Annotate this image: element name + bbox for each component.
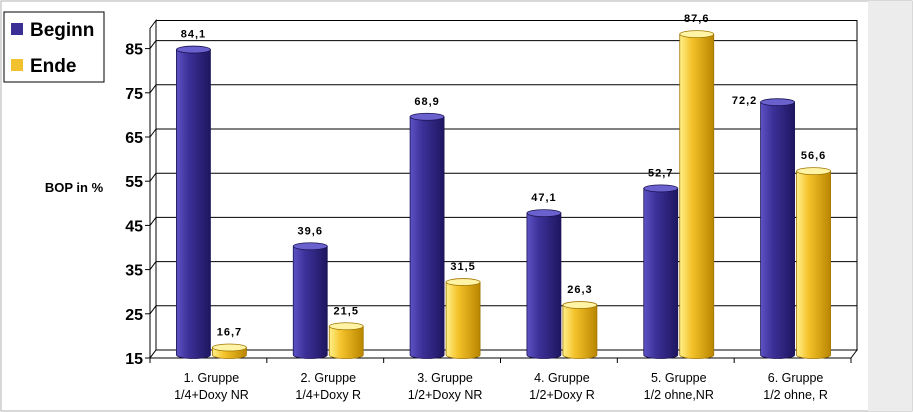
x-category-label: 1/2 ohne,NR [644, 388, 714, 402]
right-panel [868, 1, 912, 411]
x-category-label: 5. Gruppe [651, 371, 707, 385]
bar-beginn [526, 209, 562, 359]
x-category-label: 3. Gruppe [417, 371, 473, 385]
gridline-side [149, 305, 157, 315]
y-axis-label: BOP in % [45, 180, 104, 195]
bar-beginn [409, 112, 445, 359]
y-tick-label: 15 [125, 351, 143, 368]
gridline-side [149, 128, 157, 138]
data-label: 87,6 [684, 13, 709, 25]
bar-beginn [760, 98, 795, 359]
bar-body [679, 33, 715, 359]
bar-beginn [292, 242, 328, 359]
legend-label-beginn: Beginn [30, 20, 94, 41]
data-label: 84,1 [181, 29, 206, 41]
bar-top [292, 242, 328, 251]
bar-body [562, 304, 598, 359]
y-tick-label: 25 [125, 307, 143, 324]
plot-back-wall [155, 20, 858, 351]
y-tick-label: 65 [125, 130, 143, 147]
bar-top [760, 98, 795, 107]
gridline-side [149, 261, 157, 270]
data-label: 56,6 [801, 150, 826, 162]
bar-top [562, 301, 598, 309]
data-label: 47,1 [531, 192, 556, 204]
data-label: 52,7 [648, 167, 673, 179]
data-label: 16,7 [217, 326, 242, 338]
y-tick-label: 85 [125, 42, 143, 59]
bar-top [796, 167, 831, 176]
bar-beginn [176, 45, 211, 359]
bar-top [409, 112, 445, 121]
x-category-label: 1. Gruppe [184, 371, 240, 385]
x-category-label: 2. Gruppe [300, 371, 356, 385]
y-tick-label: 55 [125, 174, 143, 191]
data-label: 31,5 [450, 261, 475, 273]
y-tick-label: 75 [125, 86, 143, 103]
bar-ende [562, 301, 598, 359]
plot-floor [149, 349, 858, 359]
bar-top [328, 322, 364, 331]
x-category-label: 1/2+Doxy NR [408, 388, 483, 402]
x-category-label: 6. Gruppe [768, 371, 824, 385]
bar-body [176, 49, 211, 359]
bar-body [526, 212, 562, 359]
data-label: 72,2 [732, 95, 757, 107]
bar-body [796, 170, 831, 359]
bar-ende [679, 30, 715, 359]
gridline-side [149, 172, 157, 182]
bar-top [176, 45, 211, 54]
bar-top [643, 184, 679, 193]
legend-swatch-beginn [11, 23, 23, 35]
gridline-side [149, 40, 157, 49]
y-tick-label: 45 [125, 218, 143, 235]
bar-ende [796, 167, 831, 359]
bar-body [409, 116, 445, 359]
data-label: 26,3 [567, 284, 592, 296]
bar-top [212, 343, 247, 352]
x-category-label: 1/2 ohne, R [763, 388, 828, 402]
legend-label-ende: Ende [30, 56, 76, 77]
gridline-side [149, 84, 157, 94]
bar-top [679, 30, 715, 39]
bar-ende [212, 343, 247, 359]
bar-body [643, 187, 679, 359]
x-category-label: 1/4+Doxy R [295, 388, 361, 402]
bar-ende [445, 278, 481, 359]
bar-body [292, 245, 328, 359]
bar-top [445, 278, 481, 286]
x-category-label: 4. Gruppe [534, 371, 590, 385]
legend: Beginn Ende [3, 11, 105, 83]
bar-beginn [643, 184, 679, 359]
y-tick-label: 35 [125, 263, 143, 280]
bar-top [526, 209, 562, 218]
data-label: 21,5 [334, 305, 359, 317]
bar-body [760, 101, 795, 359]
legend-swatch-ende [11, 59, 23, 71]
bar-ende [328, 322, 364, 359]
x-category-label: 1/4+Doxy NR [174, 388, 249, 402]
bar-body [328, 325, 364, 359]
data-label: 68,9 [414, 96, 439, 108]
gridline-side [149, 217, 157, 226]
bar-body [445, 281, 481, 359]
data-label: 39,6 [298, 225, 323, 237]
x-category-label: 1/2+Doxy R [529, 388, 595, 402]
